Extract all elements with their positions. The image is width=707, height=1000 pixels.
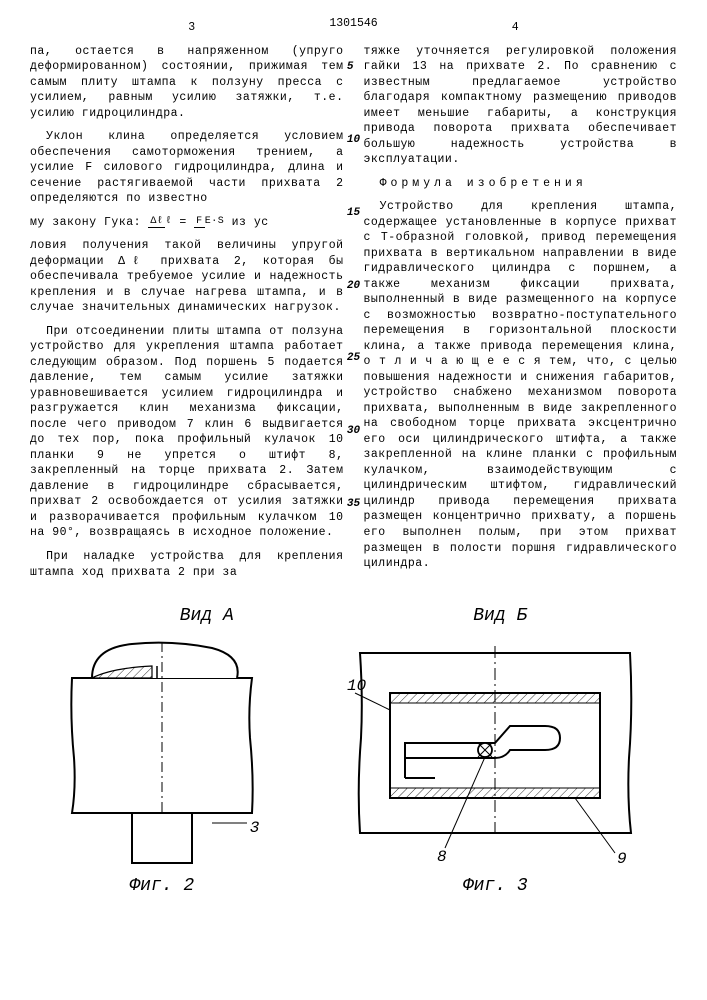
left-column: па, остается в напряженном (упруго дефор… — [30, 44, 344, 589]
line-number: 5 — [347, 60, 360, 75]
body-text: па, остается в напряженном (упруго дефор… — [30, 44, 344, 122]
line-number: 25 — [347, 351, 360, 366]
callout-9: 9 — [617, 850, 627, 868]
figure-3-caption: Фиг. 3 — [345, 874, 645, 898]
formula-title: Формула изобретения — [364, 176, 678, 192]
line-number: 10 — [347, 133, 360, 148]
line-numbers: 5 10 15 20 25 30 35 — [347, 60, 360, 512]
body-text: ловия получения такой величины упру­гой … — [30, 238, 344, 316]
right-column: тяжке уточняется регулировкой положе­ния… — [364, 44, 678, 589]
body-text: При отсоединении плиты штампа от ползуна… — [30, 324, 344, 541]
callout-10: 10 — [347, 677, 367, 695]
figure-2: 3 Фиг. 2 — [62, 638, 262, 898]
line-number: 35 — [347, 497, 360, 512]
body-text: Устройство для крепления штампа, содержа… — [364, 199, 678, 571]
callout-8: 8 — [437, 848, 447, 866]
figure-2-caption: Фиг. 2 — [62, 874, 262, 898]
line-number: 20 — [347, 279, 360, 294]
fraction: Δℓℓ — [148, 215, 172, 229]
body-text-formula: му закону Гука: Δℓℓ = FE·S из ус­ — [30, 215, 344, 231]
figure-3: 10 8 9 Фиг. 3 — [345, 638, 645, 898]
callout-3: 3 — [250, 818, 260, 840]
fraction: FE·S — [194, 215, 224, 229]
page-number-left: 3 — [30, 20, 354, 36]
body-text: При наладке устройства для креп­ления шт… — [30, 549, 344, 580]
view-label-a: Вид А — [180, 604, 234, 628]
body-text: тяжке уточняется регулировкой положе­ния… — [364, 44, 678, 168]
view-label-b: Вид Б — [473, 604, 527, 628]
document-number: 1301546 — [329, 16, 377, 32]
page-number-right: 4 — [354, 20, 678, 36]
body-text: Уклон клина определяется условием обеспе… — [30, 129, 344, 207]
line-number: 15 — [347, 206, 360, 221]
line-number: 30 — [347, 424, 360, 439]
